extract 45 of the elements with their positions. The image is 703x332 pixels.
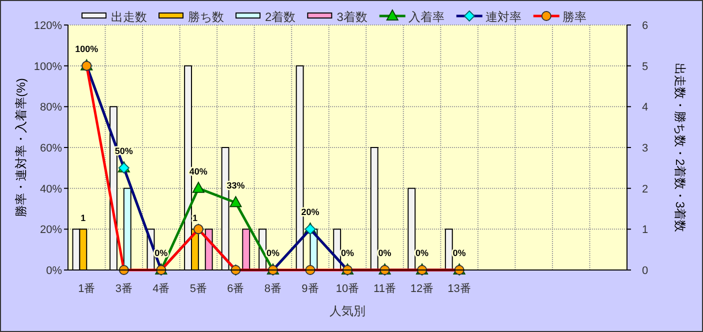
point bbox=[230, 196, 242, 208]
data-label: 0% bbox=[416, 248, 429, 258]
legend-label: 3着数 bbox=[336, 10, 368, 24]
legend-label: 出走数 bbox=[111, 10, 147, 24]
data-label: 1 bbox=[192, 213, 198, 224]
y2-tick-label: 0 bbox=[642, 265, 648, 277]
x-axis-title: 人気別 bbox=[330, 304, 366, 318]
legend-label: 連対率 bbox=[485, 10, 522, 24]
y-tick-label: 0% bbox=[46, 265, 62, 277]
x-tick-label: 8番 bbox=[264, 282, 282, 295]
data-label: 0% bbox=[266, 248, 280, 258]
x-tick-label: 11番 bbox=[374, 282, 396, 295]
x-tick-label: 3番 bbox=[115, 282, 132, 295]
y2-tick-label: 1 bbox=[642, 224, 648, 236]
x-tick-label: 9番 bbox=[302, 282, 319, 295]
y-tick-label: 20% bbox=[40, 224, 62, 236]
data-label: 0% bbox=[340, 248, 354, 258]
y-tick-label: 40% bbox=[40, 183, 62, 196]
data-label: 100% bbox=[75, 44, 98, 54]
y-tick-label: 60% bbox=[40, 142, 62, 154]
legend-label: 勝率 bbox=[562, 10, 586, 24]
data-label: 0% bbox=[378, 248, 392, 258]
y2-axis-title: 出走数・勝ち数・2着数・3着数 bbox=[673, 62, 687, 232]
legend-label: 2着数 bbox=[265, 10, 296, 24]
legend-label: 勝ち数 bbox=[188, 10, 224, 24]
y2-tick-label: 4 bbox=[642, 102, 648, 114]
x-tick-label: 10番 bbox=[336, 282, 360, 295]
x-tick-label: 4番 bbox=[152, 282, 170, 295]
y2-tick-label: 3 bbox=[642, 142, 648, 154]
legend-label: 入着率 bbox=[408, 10, 444, 24]
y-tick-label: 80% bbox=[40, 102, 62, 114]
y2-tick-label: 6 bbox=[642, 20, 648, 32]
x-tick-label: 1番 bbox=[78, 282, 96, 295]
data-label: 1 bbox=[80, 213, 86, 224]
y-tick-label: 100% bbox=[34, 60, 62, 73]
y2-tick-label: 5 bbox=[642, 60, 648, 73]
x-tick-label: 5番 bbox=[190, 282, 207, 295]
x-tick-label: 13番 bbox=[448, 282, 471, 295]
y2-tick-label: 2 bbox=[642, 183, 648, 196]
x-tick-label: 6番 bbox=[227, 282, 244, 295]
data-label: 0% bbox=[452, 248, 466, 258]
y-tick-label: 120% bbox=[34, 20, 62, 32]
point bbox=[192, 182, 204, 193]
y-axis-title: 勝率・連対率・入着率(%) bbox=[14, 78, 28, 217]
x-tick-label: 12番 bbox=[410, 282, 434, 295]
